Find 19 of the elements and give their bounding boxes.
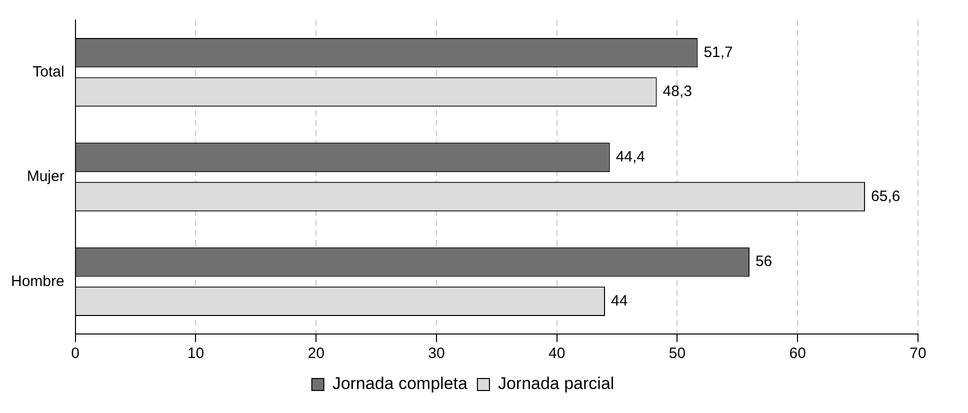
x-tick-label: 40 — [548, 345, 566, 362]
legend-label: Jornada parcial — [498, 374, 614, 394]
x-tick-label: 60 — [789, 345, 806, 362]
y-tick-label: Mujer — [26, 168, 64, 186]
x-tick-label: 30 — [428, 345, 445, 362]
data-label: 56 — [755, 253, 772, 270]
data-label: 44,4 — [616, 148, 646, 166]
x-tick-label: 50 — [668, 345, 686, 362]
y-tick-label: Hombre — [10, 272, 64, 290]
data-label: 65,6 — [871, 188, 900, 205]
data-label: 51,7 — [704, 44, 733, 61]
x-tick-label: 10 — [187, 345, 204, 362]
x-tick-label: 0 — [71, 345, 80, 362]
y-tick-label: Total — [32, 63, 64, 80]
legend-label: Jornada completa — [332, 374, 468, 394]
data-label: 44 — [611, 292, 628, 310]
x-tick-label: 20 — [308, 345, 324, 362]
x-tick-label: 70 — [910, 345, 926, 362]
data-label: 48,3 — [662, 83, 692, 100]
